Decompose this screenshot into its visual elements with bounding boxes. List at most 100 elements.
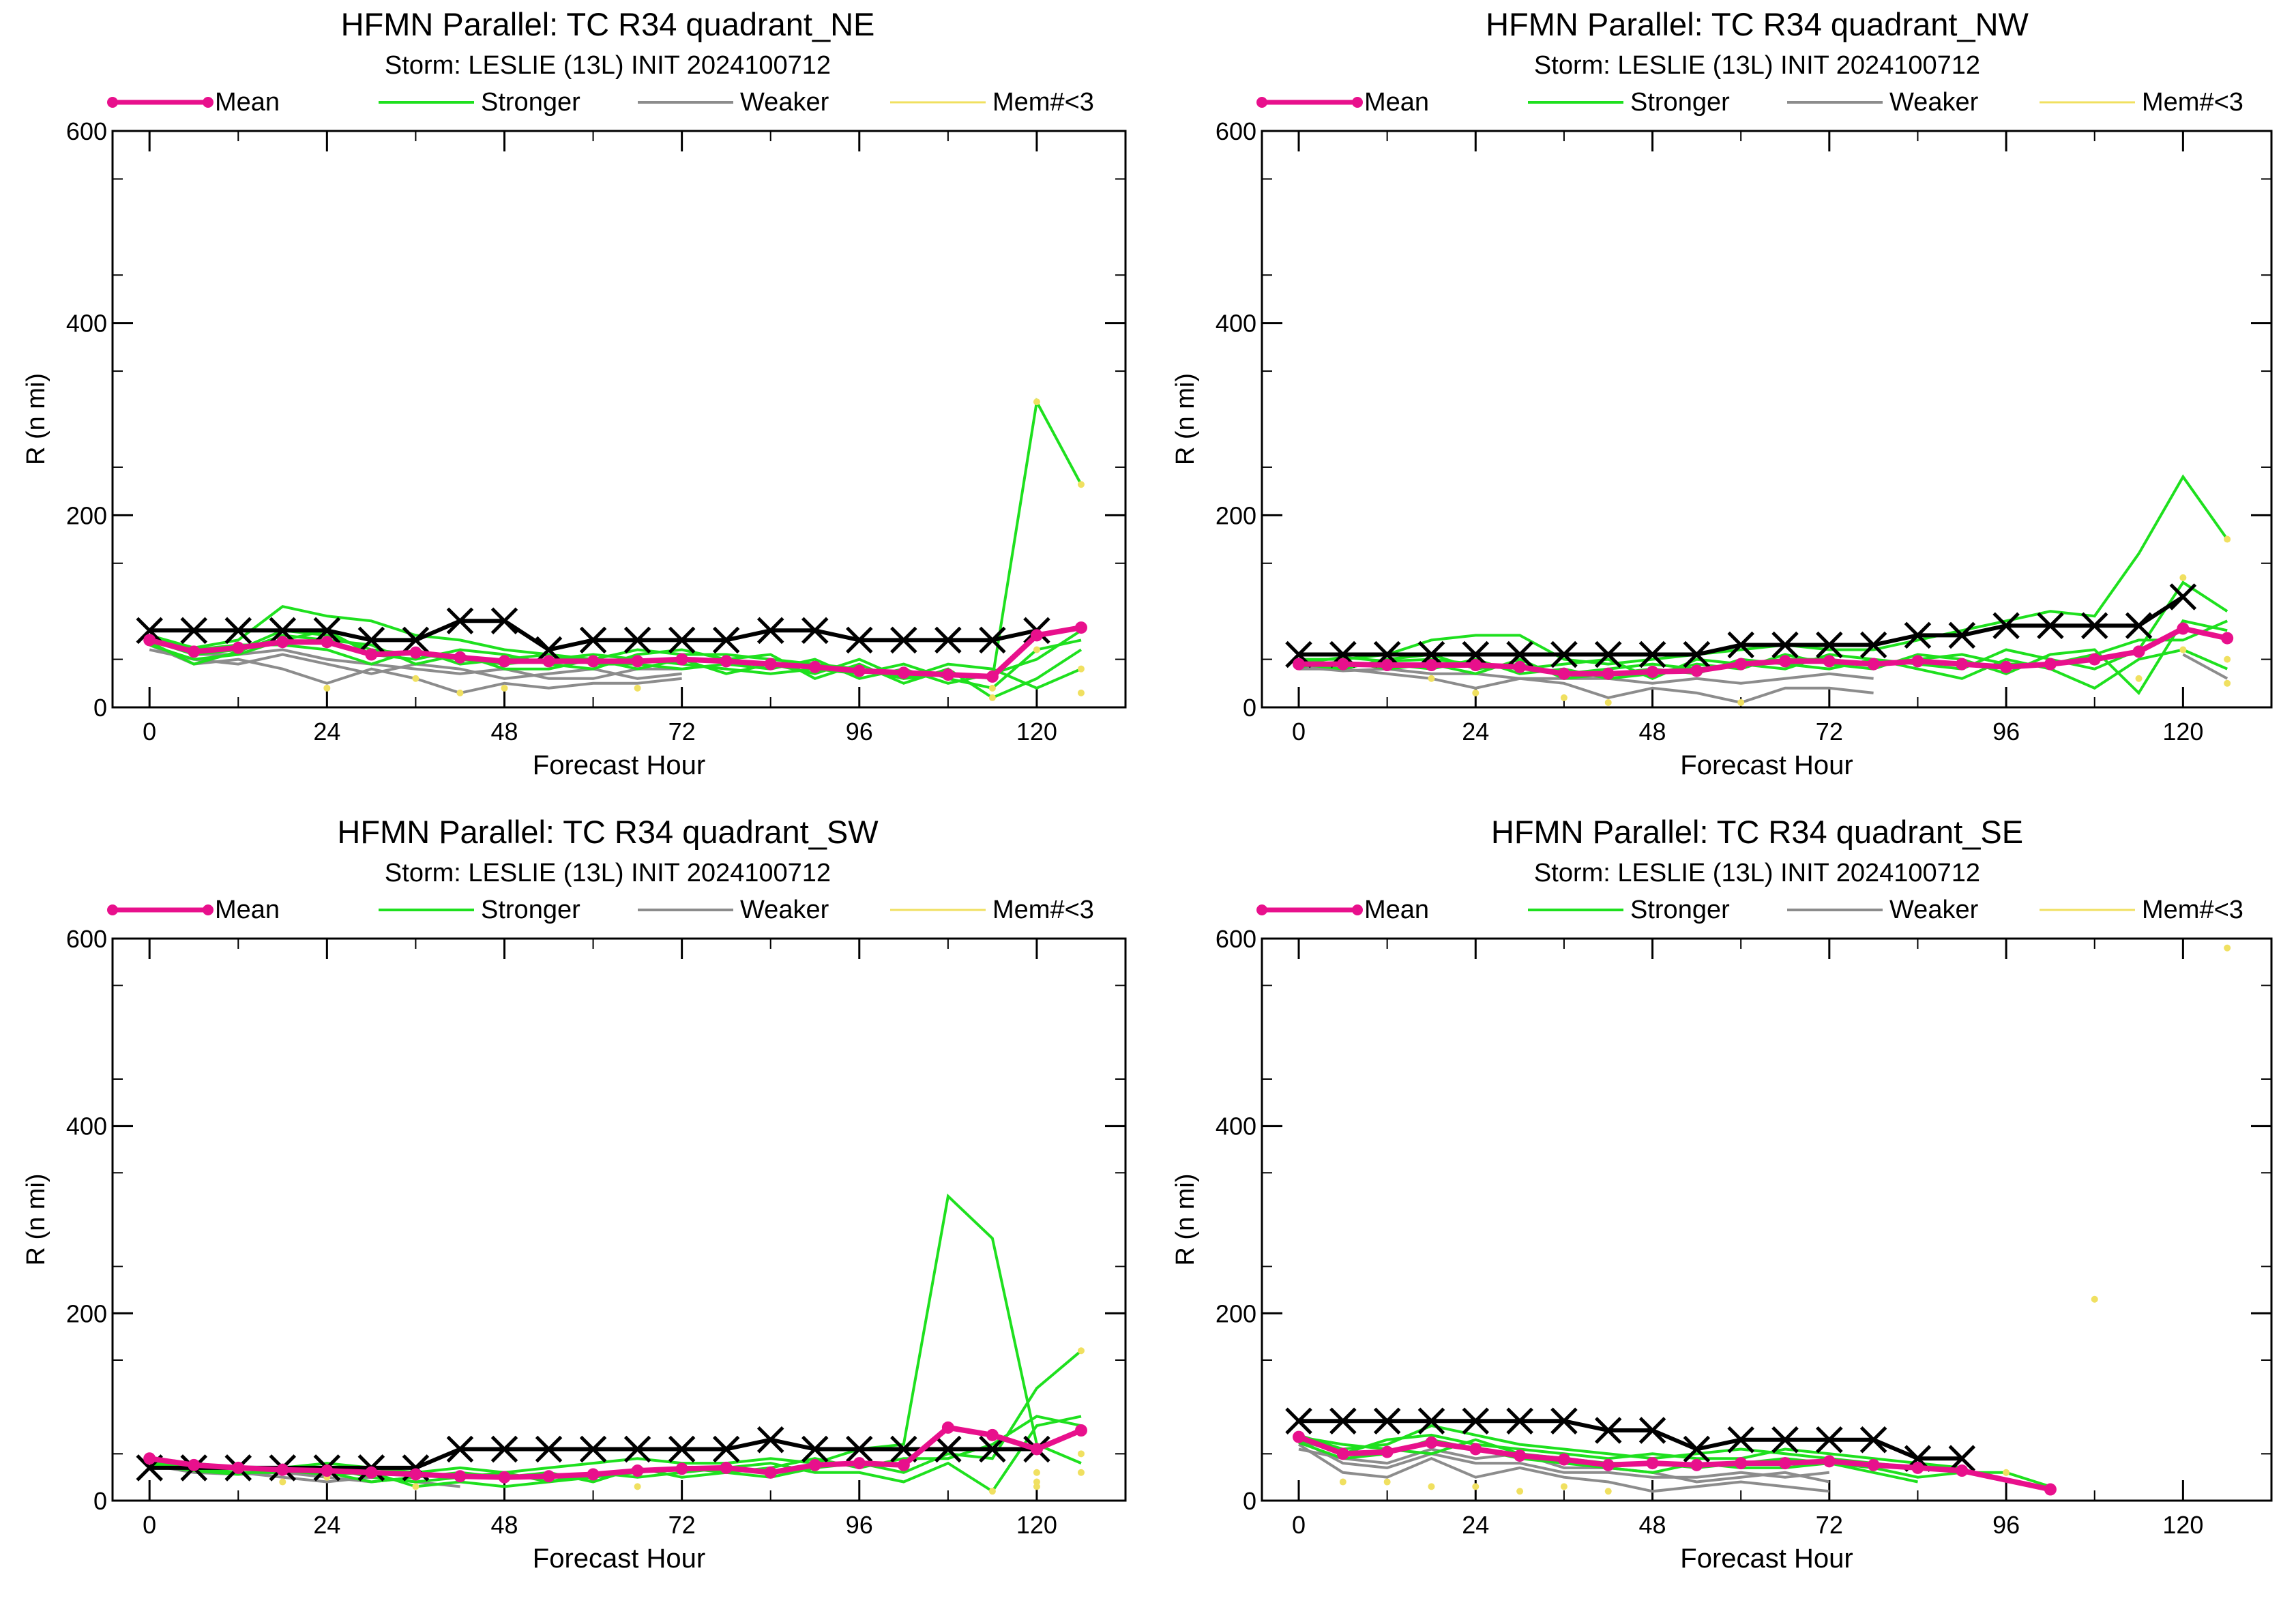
observed-point (1992, 612, 2020, 640)
y-tick-label: 0 (1243, 694, 1256, 722)
mean-point (1293, 658, 1306, 671)
observed-point (756, 617, 784, 645)
x-tick-label: 0 (143, 1511, 156, 1539)
few-members-point (1383, 1478, 1391, 1486)
observed-point (1462, 1407, 1490, 1435)
x-tick-label: 24 (1462, 1511, 1489, 1539)
mean-series-line (1299, 625, 2228, 677)
few-members-point (1077, 1347, 1085, 1355)
y-tick-label: 200 (66, 1299, 107, 1327)
few-members-point (634, 684, 641, 692)
few-members-point (1560, 694, 1568, 701)
observed-point (668, 1435, 696, 1463)
y-tick-label: 400 (1216, 1113, 1256, 1140)
observed-point (1816, 631, 1843, 659)
observed-point (1506, 640, 1533, 668)
mean-point (1911, 655, 1924, 668)
few-members-point (2003, 1469, 2010, 1476)
legend-label-few: Mem#<3 (992, 88, 1094, 117)
x-tick-label: 48 (1639, 718, 1666, 746)
x-tick-label: 24 (313, 1511, 340, 1539)
observed-point (490, 607, 518, 635)
mean-point (1646, 1457, 1659, 1470)
mean-point (498, 655, 511, 668)
observed-point (490, 1435, 518, 1463)
x-tick-label: 0 (143, 718, 156, 746)
y-axis-label: R (n mi) (22, 1173, 50, 1265)
observed-point (402, 626, 430, 654)
x-tick-label: 0 (1292, 1511, 1306, 1539)
mean-point (675, 653, 688, 666)
weaker-series-line (1299, 667, 1874, 705)
few-members-point (1033, 1478, 1040, 1486)
mean-point (897, 1458, 910, 1471)
mean-point (675, 1462, 688, 1475)
mean-point (2221, 632, 2234, 645)
mean-point (897, 666, 910, 679)
mean-point (764, 1466, 777, 1479)
mean-series-line (149, 625, 1082, 679)
few-members-point (2224, 679, 2231, 687)
mean-point (587, 1468, 600, 1481)
few-members-point (501, 684, 508, 692)
plot-frame (111, 130, 1127, 709)
mean-point (1030, 629, 1043, 642)
y-axis-label: R (n mi) (1171, 373, 1200, 465)
mean-point (1867, 658, 1880, 671)
y-tick-label: 600 (66, 117, 107, 145)
plot-area (1285, 474, 2234, 706)
mean-point (365, 648, 378, 661)
mean-point (2044, 658, 2057, 671)
few-members-point (456, 689, 464, 696)
observed-point (979, 1435, 1006, 1463)
legend-label-mean: Mean (1364, 88, 1429, 117)
observed-point (1727, 631, 1754, 659)
observed-point (1771, 631, 1799, 659)
mean-point (941, 668, 954, 681)
observed-point (1859, 631, 1887, 659)
mean-point (2132, 645, 2145, 658)
legend-label-few: Mem#<3 (2142, 896, 2243, 924)
observed-point (623, 1435, 651, 1463)
x-tick-label: 120 (2162, 1511, 2203, 1539)
observed-point (979, 626, 1006, 654)
few-members-point (1077, 665, 1085, 673)
legend-marker-mean (1352, 97, 1363, 108)
few-members-point (1077, 1469, 1085, 1476)
plot-area (136, 397, 1087, 701)
few-members-point (1428, 1483, 1435, 1490)
few-members-point (988, 1488, 996, 1495)
mean-point (720, 1461, 733, 1474)
observed-point (1904, 621, 1932, 649)
legend-label-mean: Mean (215, 896, 280, 924)
plot-frame (1261, 937, 2273, 1502)
chart-subtitle: Storm: LESLIE (13L) INIT 2024100712 (1534, 859, 1980, 887)
y-tick-label: 200 (1216, 501, 1256, 529)
mean-point (986, 1428, 999, 1441)
observed-point (1373, 1407, 1401, 1435)
mean-point (1735, 658, 1748, 671)
mean-point (1690, 1458, 1703, 1471)
observed-point (1948, 621, 1976, 649)
few-members-point (2224, 656, 2231, 663)
observed-point (934, 626, 962, 654)
weaker-series-line (1298, 665, 1874, 685)
mean-point (276, 1463, 289, 1476)
y-tick-label: 0 (1243, 1487, 1256, 1515)
mean-point (1956, 658, 1969, 671)
observed-point (2080, 612, 2108, 640)
observed-point (224, 617, 252, 645)
x-tick-label: 120 (2162, 718, 2203, 746)
observed-point (846, 626, 873, 654)
mean-point (631, 655, 644, 668)
mean-point (321, 636, 334, 649)
x-tick-label: 96 (846, 1511, 873, 1539)
x-tick-label: 72 (668, 718, 696, 746)
mean-point (764, 658, 777, 671)
observed-point (446, 1435, 474, 1463)
x-axis-label: Forecast Hour (533, 750, 705, 780)
weaker-series-line (1297, 1443, 1830, 1493)
observed-point (1859, 1426, 1887, 1454)
x-tick-label: 72 (668, 1511, 696, 1539)
legend-marker-mean (107, 97, 118, 108)
